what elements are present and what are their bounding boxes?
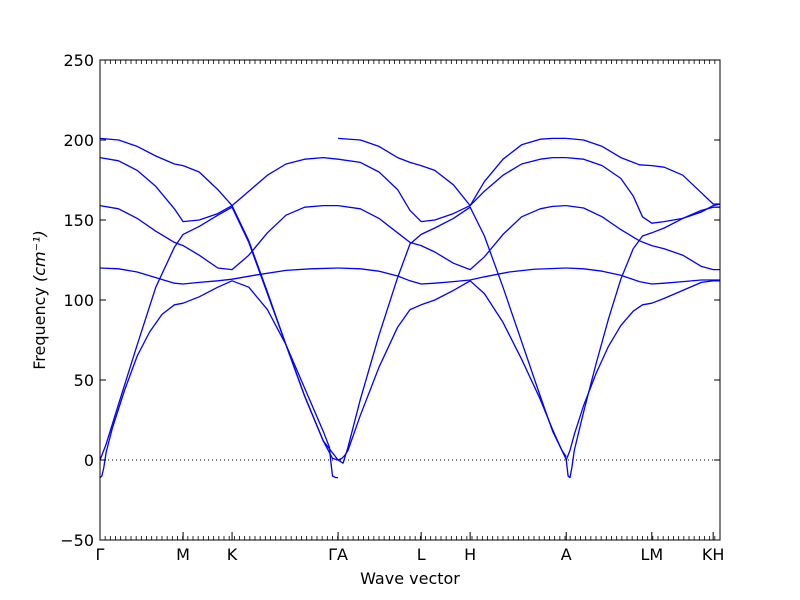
y-tick-label: 150 xyxy=(63,211,94,230)
branch-line-15 xyxy=(566,267,720,285)
x-tick-label: Γ xyxy=(96,545,105,564)
y-tick-label: −50 xyxy=(60,531,94,550)
axis-ticks xyxy=(99,59,721,541)
branch-line-17 xyxy=(566,156,721,224)
y-axis-label-unit: (cm⁻¹) xyxy=(30,230,49,282)
y-tick-labels: −50 0 50 100 150 200 250 xyxy=(60,51,94,550)
x-tick-label: H xyxy=(464,545,476,564)
branch-line-10 xyxy=(337,204,567,271)
branch-line-12 xyxy=(338,137,567,207)
branch-line-3 xyxy=(99,267,339,285)
y-axis-label: Frequency (cm⁻¹) xyxy=(30,230,49,369)
x-tick-label: K xyxy=(227,545,238,564)
x-tick-label: M xyxy=(176,545,190,564)
branch-line-8 xyxy=(337,206,567,464)
y-tick-label: 100 xyxy=(63,291,94,310)
y-tick-label: 200 xyxy=(63,131,94,150)
branch-line-16 xyxy=(566,204,720,271)
x-axis-label: Wave vector xyxy=(360,569,460,588)
x-tick-labels: Γ M K ΓA L H A LM KH xyxy=(96,545,725,564)
y-tick-label: 0 xyxy=(84,451,94,470)
x-tick-label: KH xyxy=(702,545,725,564)
plot-frame xyxy=(99,59,721,541)
branch-line-11 xyxy=(337,156,567,223)
dispersion-branches xyxy=(99,137,721,479)
branch-line-9 xyxy=(338,267,567,285)
branch-line-18 xyxy=(566,137,720,205)
y-axis-label-text: Frequency xyxy=(30,282,49,370)
x-tick-label: LM xyxy=(640,545,663,564)
branch-line-13 xyxy=(565,280,720,461)
branch-line-4 xyxy=(99,204,339,271)
branch-line-6 xyxy=(99,137,339,461)
branch-line-5 xyxy=(99,156,339,223)
x-tick-label: A xyxy=(561,545,572,564)
y-tick-label: 50 xyxy=(74,371,94,390)
x-tick-label: ΓA xyxy=(328,545,348,564)
y-tick-label: 250 xyxy=(63,51,94,70)
x-tick-label: L xyxy=(417,545,426,564)
